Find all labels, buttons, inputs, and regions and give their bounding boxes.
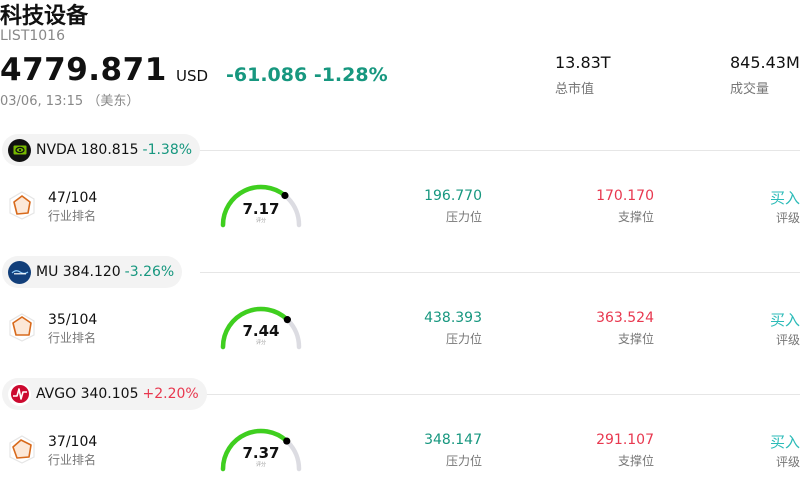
rank-value: 37/104	[48, 434, 98, 450]
stock-pill[interactable]: MU 384.120 -3.26%	[2, 256, 183, 288]
rating-label: 评级	[775, 455, 800, 469]
price-change: -61.086 -1.28%	[226, 64, 388, 86]
score-gauge	[220, 306, 302, 350]
broadcom-logo-icon	[8, 382, 31, 406]
ticker-price: MU 384.120	[36, 264, 121, 280]
price-currency: USD	[176, 67, 209, 85]
rating-value: 买入	[769, 433, 800, 451]
score-value: 7.17	[242, 200, 280, 218]
list-code: LIST1016	[0, 28, 65, 44]
ticker-price: AVGO 340.105	[36, 386, 139, 402]
score-value: 7.37	[242, 444, 280, 462]
score-gauge	[220, 428, 302, 472]
index-price: 4779.871	[0, 52, 167, 88]
divider	[200, 272, 800, 273]
stock-card[interactable]: AVGO 340.105 +2.20% 37/104 行业排名 7.37 评分 …	[0, 378, 800, 488]
rank-value: 47/104	[48, 190, 98, 206]
stock-change: -3.26%	[124, 264, 175, 280]
volume-label: 成交量	[730, 82, 770, 97]
support-value: 363.524	[596, 310, 654, 326]
micron-logo-icon	[8, 260, 31, 284]
rating-label: 评级	[775, 211, 800, 225]
stock-card[interactable]: NVDA 180.815 -1.38% 47/104 行业排名 7.17 评分 …	[0, 134, 800, 256]
rank-label: 行业排名	[48, 209, 97, 223]
resistance-value: 196.770	[424, 188, 482, 204]
divider	[200, 150, 800, 151]
stock-pill[interactable]: AVGO 340.105 +2.20%	[2, 378, 207, 410]
pentagon-rank-icon	[9, 435, 35, 464]
support-label: 支撑位	[617, 454, 654, 468]
support-value: 291.107	[596, 432, 654, 448]
rating-value: 买入	[769, 189, 800, 207]
stock-pill[interactable]: NVDA 180.815 -1.38%	[2, 134, 201, 166]
quote-time: 03/06, 13:15 （美东）	[0, 94, 140, 109]
score-gauge	[220, 184, 302, 228]
support-value: 170.170	[596, 188, 654, 204]
rank-label: 行业排名	[48, 331, 97, 345]
pentagon-rank-icon	[9, 191, 35, 220]
score-label: 评分	[255, 462, 266, 468]
page-title: 科技设备	[0, 4, 89, 29]
stock-card[interactable]: MU 384.120 -3.26% 35/104 行业排名 7.44 评分 43…	[0, 256, 800, 378]
volume-value: 845.43M	[730, 53, 800, 72]
resistance-value: 438.393	[424, 310, 482, 326]
pentagon-rank-icon	[9, 313, 35, 342]
rating-value: 买入	[769, 311, 800, 329]
nvidia-logo-icon	[8, 138, 31, 162]
support-label: 支撑位	[617, 210, 654, 224]
score-value: 7.44	[242, 322, 280, 340]
score-label: 评分	[255, 340, 266, 346]
market-cap-label: 总市值	[555, 82, 595, 97]
resistance-value: 348.147	[424, 432, 482, 448]
resistance-label: 压力位	[445, 454, 482, 468]
stock-change: -1.38%	[142, 142, 193, 158]
resistance-label: 压力位	[445, 210, 482, 224]
ticker-price: NVDA 180.815	[36, 142, 139, 158]
score-label: 评分	[255, 218, 266, 224]
rank-value: 35/104	[48, 312, 98, 328]
rating-label: 评级	[775, 333, 800, 347]
stock-change: +2.20%	[142, 386, 199, 402]
market-cap-value: 13.83T	[555, 53, 611, 72]
support-label: 支撑位	[617, 332, 654, 346]
divider	[200, 394, 800, 395]
rank-label: 行业排名	[48, 453, 97, 467]
resistance-label: 压力位	[445, 332, 482, 346]
